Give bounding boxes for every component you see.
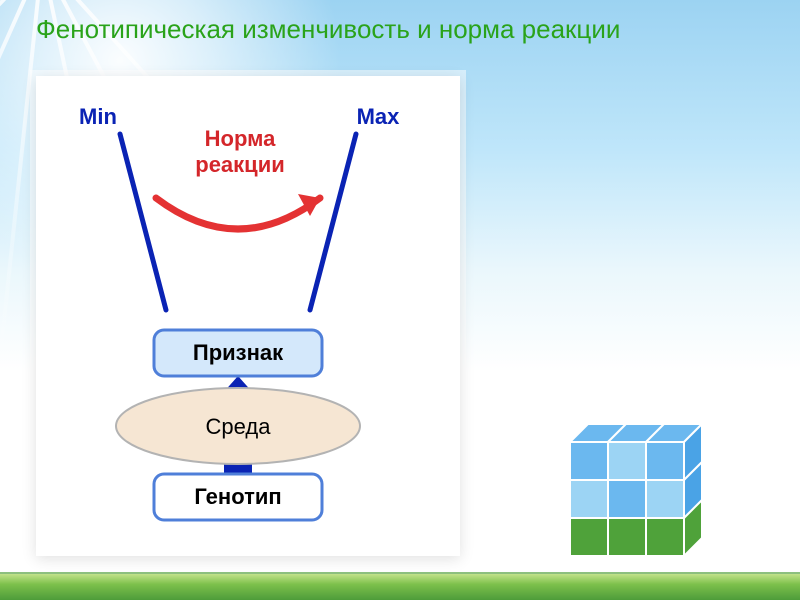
label-norm1: Норма (205, 126, 276, 151)
diagram-svg: Min Max Норма реакции Признак Среда Гено… (36, 76, 460, 556)
cube-svg (570, 424, 702, 556)
v-line-max (310, 134, 356, 310)
grass-strip (0, 572, 800, 600)
label-geno: Генотип (194, 484, 281, 509)
label-norm2: реакции (195, 152, 285, 177)
label-trait: Признак (193, 340, 284, 365)
cube-decoration (554, 406, 742, 564)
diagram-card: Min Max Норма реакции Признак Среда Гено… (36, 76, 460, 556)
slide-title: Фенотипическая изменчивость и норма реак… (36, 14, 620, 45)
label-max: Max (357, 104, 401, 129)
v-line-min (120, 134, 166, 310)
slide-root: Фенотипическая изменчивость и норма реак… (0, 0, 800, 600)
norm-arc-arrow (156, 194, 320, 229)
label-min: Min (79, 104, 117, 129)
label-env: Среда (206, 414, 272, 439)
